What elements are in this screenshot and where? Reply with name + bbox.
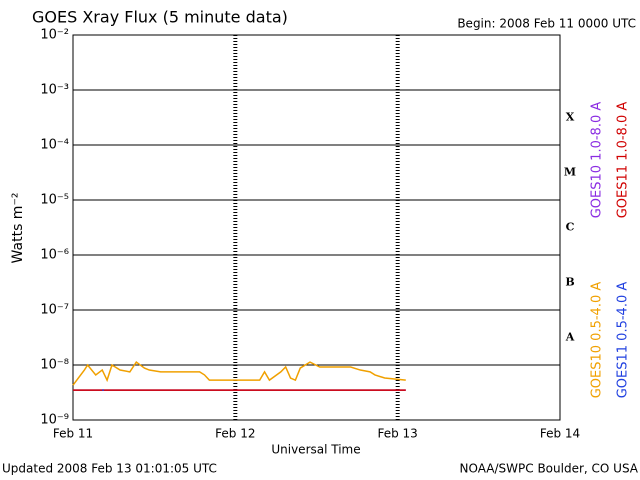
flare-class-label: C bbox=[566, 221, 575, 234]
y-tick-label: 10⁻⁷ bbox=[40, 303, 69, 318]
legend-entry: GOES11 1.0-8.0 A bbox=[616, 102, 631, 219]
y-axis-label: Watts m⁻² bbox=[10, 193, 26, 264]
flare-class-label: X bbox=[566, 111, 575, 124]
footer-right: NOAA/SWPC Boulder, CO USA bbox=[460, 462, 639, 476]
chart-title: GOES Xray Flux (5 minute data) bbox=[32, 8, 288, 27]
series-line bbox=[72, 361, 406, 386]
legend-entry: GOES11 0.5-4.0 A bbox=[616, 282, 631, 399]
x-axis-label: Universal Time bbox=[271, 443, 360, 457]
flare-class-label: M bbox=[564, 166, 576, 179]
y-tick-label: 10⁻⁹ bbox=[40, 413, 69, 428]
x-tick-label: Feb 11 bbox=[53, 427, 93, 441]
x-tick-label: Feb 12 bbox=[215, 427, 255, 441]
legend-entry: GOES10 0.5-4.0 A bbox=[590, 282, 605, 399]
flare-class-label: B bbox=[565, 276, 574, 289]
y-tick-label: 10⁻⁸ bbox=[40, 358, 69, 373]
y-tick-label: 10⁻⁵ bbox=[40, 193, 69, 208]
y-tick-label: 10⁻² bbox=[40, 28, 69, 43]
x-tick-label: Feb 13 bbox=[377, 427, 417, 441]
y-tick-label: 10⁻⁴ bbox=[40, 138, 69, 153]
footer-left: Updated 2008 Feb 13 01:01:05 UTC bbox=[2, 462, 217, 476]
legend-entry: GOES10 1.0-8.0 A bbox=[590, 102, 605, 219]
x-tick-label: Feb 14 bbox=[540, 427, 580, 441]
chart-subtitle: Begin: 2008 Feb 11 0000 UTC bbox=[457, 17, 636, 31]
plot-frame bbox=[72, 34, 561, 421]
y-tick-label: 10⁻³ bbox=[40, 83, 69, 98]
flare-class-label: A bbox=[565, 331, 575, 344]
y-tick-label: 10⁻⁶ bbox=[40, 248, 69, 263]
